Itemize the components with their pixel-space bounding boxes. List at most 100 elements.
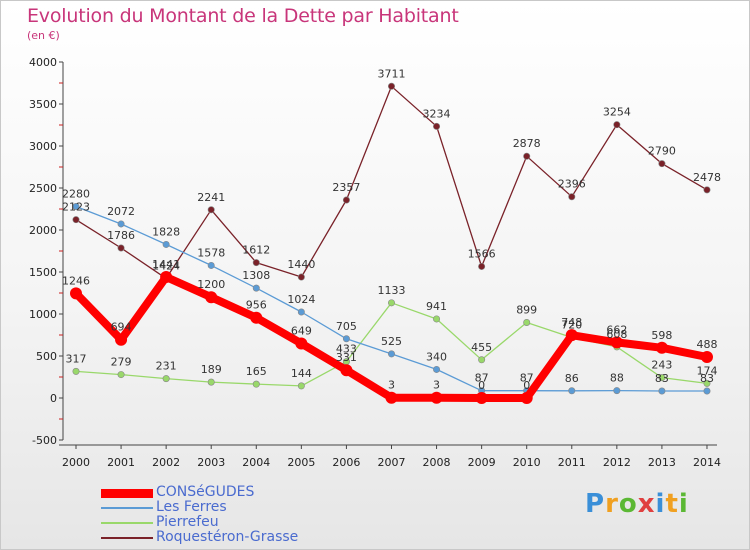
data-label: 165	[246, 365, 267, 378]
data-label: 3711	[377, 67, 405, 80]
x-tick-label: 2002	[152, 456, 180, 469]
data-label: 2396	[558, 178, 586, 191]
data-label: 705	[336, 320, 357, 333]
data-point	[72, 367, 80, 375]
data-label: 1786	[107, 229, 135, 242]
data-point	[162, 375, 170, 383]
logo-letter: x	[637, 489, 656, 519]
x-tick-label: 2000	[62, 456, 90, 469]
data-label: 3234	[423, 107, 451, 120]
data-label: 748	[561, 316, 582, 329]
data-point	[252, 380, 260, 388]
data-label: 2357	[332, 181, 360, 194]
data-point	[70, 287, 82, 300]
data-label: 2790	[648, 145, 676, 158]
data-label: 87	[475, 372, 489, 385]
data-label: 3	[388, 379, 395, 392]
data-point	[295, 337, 308, 350]
data-label: 243	[651, 359, 672, 372]
x-tick-label: 2011	[558, 456, 586, 469]
data-point	[655, 341, 668, 354]
data-point	[478, 262, 486, 270]
x-tick-label: 2003	[197, 456, 225, 469]
data-label: 1828	[152, 225, 180, 238]
data-point	[523, 318, 531, 326]
data-label: 1441	[152, 258, 180, 271]
y-tick-label: 500	[36, 350, 57, 363]
legend-label: Roquestéron-Grasse	[156, 529, 299, 545]
data-label: 279	[111, 356, 132, 369]
data-label: 2072	[107, 205, 135, 218]
y-tick-label: 0	[50, 392, 57, 405]
y-tick-label: -500	[32, 434, 57, 447]
data-point	[703, 186, 711, 194]
data-point	[115, 333, 128, 346]
legend-label: Pierrefeu	[156, 514, 219, 530]
data-point	[297, 382, 305, 390]
data-label: 2878	[513, 137, 541, 150]
data-point	[205, 291, 218, 304]
data-label: 88	[610, 372, 624, 385]
legend-label: CONSéGUDES	[156, 484, 255, 500]
data-label: 649	[291, 324, 312, 337]
data-point	[117, 244, 125, 252]
data-point	[433, 365, 441, 373]
data-point	[613, 121, 621, 129]
legend-swatch	[101, 522, 153, 524]
data-point	[385, 391, 398, 404]
legend-swatch	[101, 537, 153, 539]
data-point	[160, 270, 173, 283]
data-point	[340, 364, 353, 377]
data-point	[610, 336, 623, 349]
data-label: 86	[565, 372, 579, 385]
data-point	[478, 356, 486, 364]
data-point	[520, 392, 533, 404]
data-point	[252, 284, 260, 292]
data-label: 174	[696, 364, 717, 377]
data-label: 525	[381, 335, 402, 348]
data-point	[387, 82, 395, 90]
data-point	[613, 387, 621, 395]
data-point	[568, 387, 576, 395]
data-label: 231	[156, 360, 177, 373]
data-point	[250, 311, 263, 324]
x-tick-label: 2004	[242, 456, 270, 469]
logo-letter: i	[655, 489, 666, 519]
proxiti-logo: Proxiti	[585, 489, 689, 519]
data-point	[117, 371, 125, 379]
data-label: 331	[336, 351, 357, 364]
data-point	[162, 240, 170, 248]
data-point	[658, 160, 666, 168]
y-tick-label: 1500	[29, 266, 57, 279]
x-tick-label: 2012	[603, 456, 631, 469]
y-tick-label: 2500	[29, 182, 57, 195]
data-label: 694	[111, 321, 132, 334]
data-point	[297, 273, 305, 281]
logo-letter: i	[678, 489, 689, 519]
data-point	[342, 335, 350, 343]
x-tick-label: 2006	[332, 456, 360, 469]
data-label: 1612	[242, 244, 270, 257]
data-label: 1424	[152, 259, 180, 272]
data-label: 1440	[287, 258, 315, 271]
x-tick-label: 2001	[107, 456, 135, 469]
data-point	[207, 261, 215, 269]
data-point	[430, 391, 443, 404]
legend-swatch	[101, 489, 153, 498]
data-label: 189	[201, 363, 222, 376]
data-label: 941	[426, 300, 447, 313]
data-label: 87	[520, 372, 534, 385]
data-point	[523, 152, 531, 160]
data-label: 956	[246, 299, 267, 312]
data-label: 1200	[197, 278, 225, 291]
data-point	[387, 350, 395, 358]
data-label: 1246	[62, 274, 90, 287]
data-point	[703, 379, 711, 387]
x-tick-label: 2010	[513, 456, 541, 469]
data-point	[72, 202, 80, 210]
data-point	[700, 351, 713, 364]
data-label: 3	[433, 379, 440, 392]
data-point	[433, 122, 441, 130]
